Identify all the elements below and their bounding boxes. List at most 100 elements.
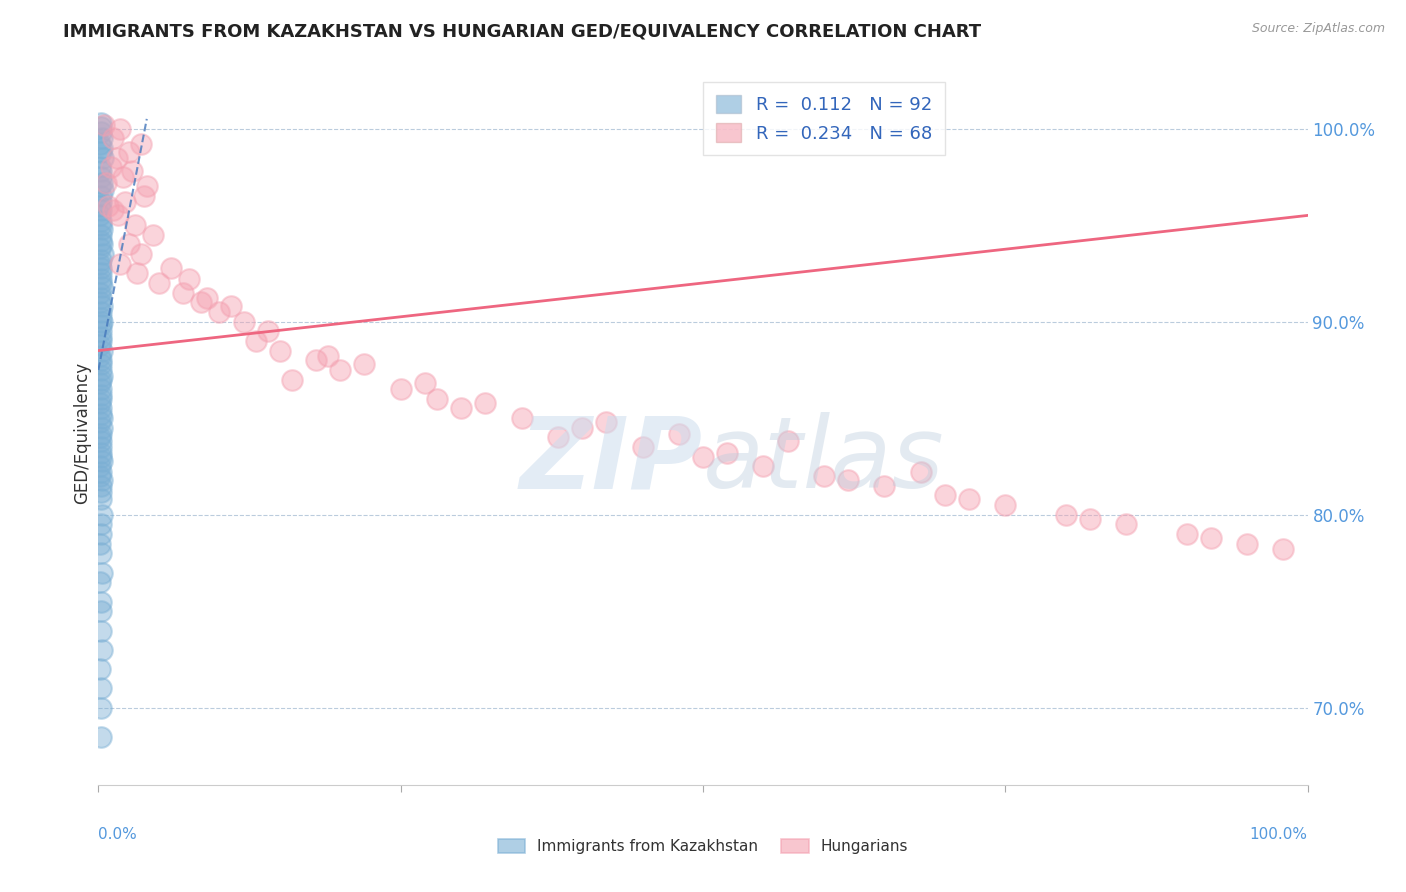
Point [89,160,111,174]
Point [91,453,114,467]
Point [127,266,149,280]
Text: ZIP: ZIP [520,412,703,509]
Point [160,260,183,275]
Point [89,430,111,444]
Point [353,357,375,371]
Point [101,131,124,145]
Point [90,218,112,232]
Point [91,421,114,435]
Point [90,401,112,416]
Point [91,642,114,657]
Point [90,305,112,319]
Point [91,151,114,165]
Point [474,395,496,409]
Point [90,624,112,638]
Y-axis label: GED/Equivalency: GED/Equivalency [73,361,91,504]
Point [124,218,146,232]
Point [90,392,112,406]
Point [232,315,254,329]
Point [190,295,212,310]
Point [89,338,111,352]
Point [90,299,112,313]
Point [90,272,112,286]
Point [89,459,111,474]
Point [91,368,114,383]
Point [90,527,112,541]
Text: IMMIGRANTS FROM KAZAKHSTAN VS HUNGARIAN GED/EQUIVALENCY CORRELATION CHART: IMMIGRANTS FROM KAZAKHSTAN VS HUNGARIAN … [63,22,981,40]
Point [135,179,157,194]
Point [90,465,112,479]
Point [90,700,112,714]
Point [631,440,654,454]
Point [90,330,112,344]
Point [108,121,131,136]
Point [134,189,156,203]
Point [97,199,120,213]
Point [89,395,111,409]
Point [91,183,114,197]
Point [90,214,112,228]
Point [692,450,714,464]
Point [316,350,339,364]
Point [90,372,112,386]
Point [90,730,112,744]
Point [413,376,436,391]
Point [90,266,112,280]
Point [426,392,449,406]
Point [90,434,112,449]
Point [329,363,352,377]
Point [89,415,111,429]
Point [90,450,112,464]
Point [148,276,170,290]
Point [90,363,112,377]
Point [90,334,112,348]
Point [90,324,112,338]
Point [1054,508,1077,522]
Point [547,430,569,444]
Point [90,227,112,242]
Point [90,276,112,290]
Point [716,446,738,460]
Point [91,508,114,522]
Point [90,492,112,507]
Point [90,473,112,487]
Point [89,209,111,223]
Point [571,421,593,435]
Point [90,357,112,371]
Point [389,382,412,396]
Point [90,426,112,441]
Point [172,285,194,300]
Point [89,376,111,391]
Point [595,415,617,429]
Point [1272,542,1295,557]
Text: 0.0%: 0.0% [98,827,138,842]
Point [90,681,112,696]
Point [269,343,291,358]
Point [89,199,111,213]
Point [90,353,112,368]
Point [111,169,134,184]
Point [195,292,218,306]
Point [90,310,112,325]
Point [450,401,472,416]
Point [1236,536,1258,550]
Point [90,145,112,159]
Point [105,151,128,165]
Point [90,440,112,454]
Point [90,388,112,402]
Text: 100.0%: 100.0% [1250,827,1308,842]
Point [91,131,114,145]
Point [90,116,112,130]
Point [179,272,201,286]
Point [1115,517,1137,532]
Point [89,136,111,151]
Point [90,382,112,396]
Point [752,459,775,474]
Point [89,662,111,676]
Point [90,479,112,493]
Point [90,343,112,358]
Point [91,280,114,294]
Point [107,209,129,223]
Point [305,353,328,368]
Point [129,136,152,151]
